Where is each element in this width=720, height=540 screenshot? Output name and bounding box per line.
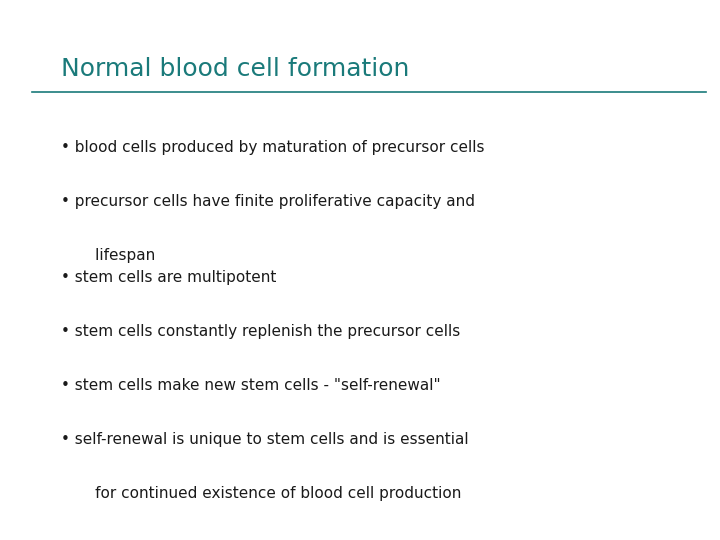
Text: • stem cells make new stem cells - "self-renewal": • stem cells make new stem cells - "self…	[61, 378, 441, 393]
Text: for continued existence of blood cell production: for continued existence of blood cell pr…	[61, 486, 462, 501]
Text: • precursor cells have finite proliferative capacity and: • precursor cells have finite proliferat…	[61, 194, 475, 210]
Text: • stem cells constantly replenish the precursor cells: • stem cells constantly replenish the pr…	[61, 324, 461, 339]
Text: Normal blood cell formation: Normal blood cell formation	[61, 57, 410, 80]
Text: • self-renewal is unique to stem cells and is essential: • self-renewal is unique to stem cells a…	[61, 432, 469, 447]
Text: lifespan: lifespan	[61, 248, 156, 264]
Text: • stem cells are multipotent: • stem cells are multipotent	[61, 270, 276, 285]
Text: • blood cells produced by maturation of precursor cells: • blood cells produced by maturation of …	[61, 140, 485, 156]
